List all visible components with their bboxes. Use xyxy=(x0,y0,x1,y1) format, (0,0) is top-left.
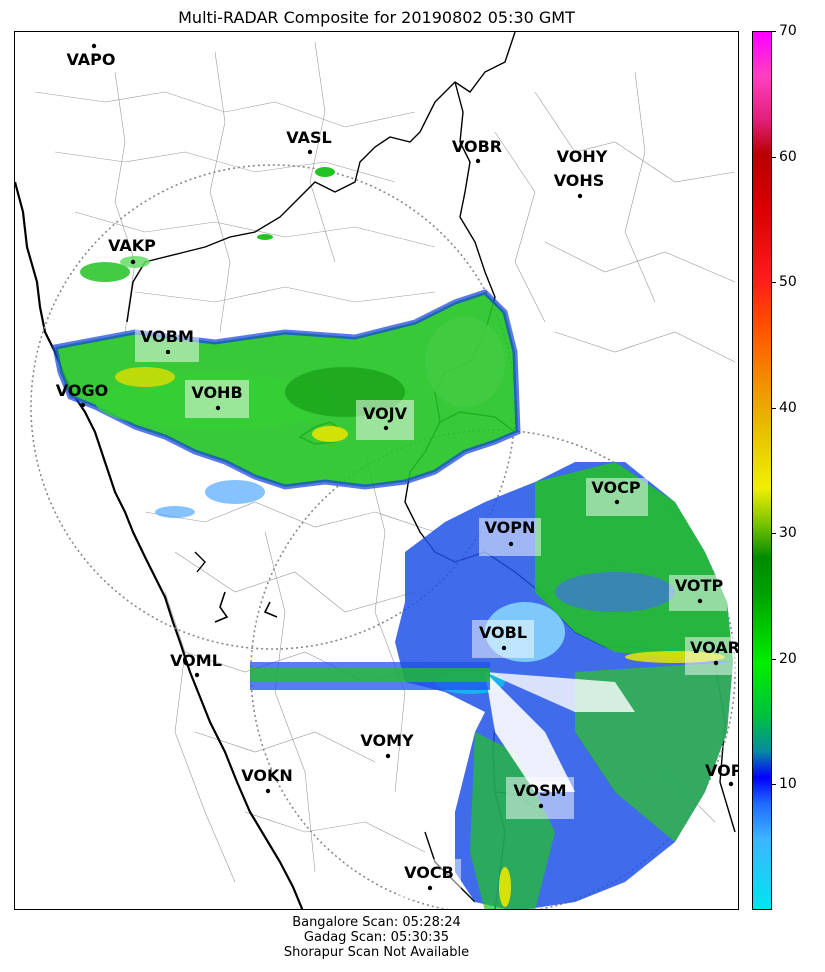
colorbar-tickmark xyxy=(772,31,776,32)
station-label-voml: VOML xyxy=(170,651,222,670)
map-title: Multi-RADAR Composite for 20190802 05:30… xyxy=(178,8,575,27)
colorbar-tickmark xyxy=(772,658,776,660)
reflectivity-colorbar xyxy=(752,31,772,910)
station-label-vopc: VOPC xyxy=(705,761,739,780)
colorbar-tickmark xyxy=(772,533,776,535)
bangalore-scan-time: Bangalore Scan: 05:28:24 xyxy=(292,915,461,930)
colorbar-tickmark xyxy=(772,282,776,284)
station-label-vocp: VOCP xyxy=(591,478,640,497)
scan-info: Bangalore Scan: 05:28:24 Gadag Scan: 05:… xyxy=(14,915,739,960)
colorbar-tick-label: 30 xyxy=(779,525,797,542)
radar-map: VAPO VASL VOBR VOHY VOHS VAKP VOBM VOGO xyxy=(14,31,739,910)
station-label-voar: VOAR xyxy=(690,638,739,657)
gadag-scan-time: Gadag Scan: 05:30:35 xyxy=(303,930,450,945)
colorbar-tick-label: 20 xyxy=(779,650,797,667)
station-markers: VAPO VASL VOBR VOHY VOHS VAKP VOBM VOGO xyxy=(56,43,739,899)
coastline xyxy=(15,181,304,909)
station-label-vosm: VOSM xyxy=(513,781,566,800)
radar-echoes-north xyxy=(52,167,521,518)
station-label-vohs: VOHS xyxy=(554,171,605,190)
station-label-vasl: VASL xyxy=(286,128,331,147)
colorbar-tick-label: 50 xyxy=(779,274,797,291)
station-label-vocb: VOCB xyxy=(404,863,454,882)
station-label-votp: VOTP xyxy=(675,576,724,595)
shorapur-scan-status: Shorapur Scan Not Available xyxy=(283,945,470,960)
station-label-vobl: VOBL xyxy=(479,623,527,642)
station-label-vokn: VOKN xyxy=(241,766,293,785)
station-label-vohb: VOHB xyxy=(191,383,242,402)
colorbar-tickmark xyxy=(772,784,776,786)
radar-echoes-south xyxy=(395,462,733,909)
station-label-vapo: VAPO xyxy=(66,50,115,69)
station-label-vomy: VOMY xyxy=(360,731,414,750)
station-label-vopn: VOPN xyxy=(485,518,536,537)
station-label-vojv: VOJV xyxy=(363,404,408,423)
colorbar-tick-label: 40 xyxy=(779,399,797,416)
station-label-vobm: VOBM xyxy=(140,327,194,346)
colorbar-tickmark xyxy=(772,407,776,409)
station-label-vobr: VOBR xyxy=(452,137,502,156)
station-label-vogo: VOGO xyxy=(56,381,108,400)
station-label-vohy: VOHY xyxy=(557,147,608,166)
colorbar-tick-label: 60 xyxy=(779,148,797,165)
colorbar-tick-label: 70 xyxy=(779,23,797,39)
station-label-vakp: VAKP xyxy=(108,236,156,255)
colorbar-tick-label: 10 xyxy=(779,776,797,793)
colorbar-tickmark xyxy=(772,156,776,158)
